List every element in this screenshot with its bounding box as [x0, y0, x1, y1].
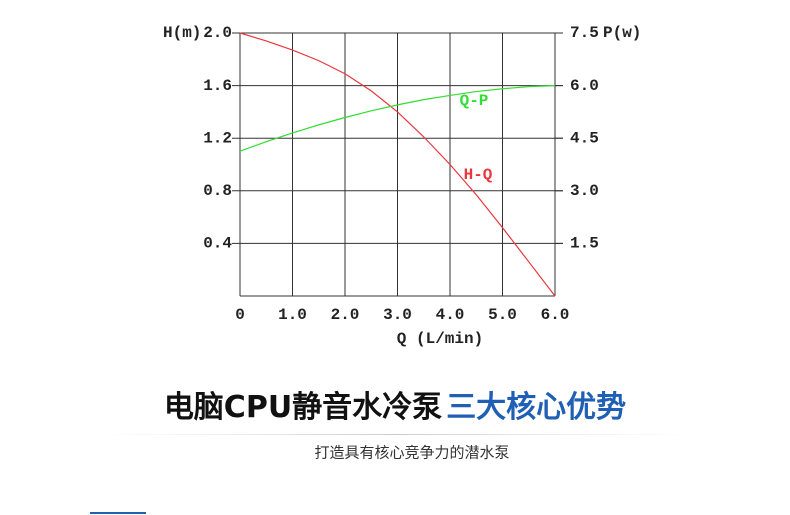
- y-tick-label: 0.4: [203, 235, 232, 253]
- y-tick-label: 1.2: [203, 129, 232, 147]
- x-tick-label: 0: [235, 306, 245, 324]
- series-label: H-Q: [464, 166, 493, 184]
- divider: [100, 434, 690, 435]
- y2-tick-label: 6.0: [570, 77, 599, 95]
- y2-tick-label: 3.0: [570, 182, 599, 200]
- y2-axis-title: P(w): [603, 24, 641, 42]
- chart: 0 1.0 2.0 3.0 4.0 5.0 6.0 0.4 0.8 1.2 1.6 2.0 1.5 3.0…: [163, 24, 641, 348]
- y-axis-title: H(m): [163, 24, 201, 42]
- x-tick-label: 6.0: [541, 306, 570, 324]
- y-tick-label: 0.8: [203, 182, 232, 200]
- headline-part2: 三大核心优势: [446, 390, 626, 425]
- x-tick-label: 3.0: [383, 306, 412, 324]
- accent-bar: [90, 512, 146, 514]
- headline: 电脑CPU静音水冷泵 三大核心优势: [164, 390, 626, 425]
- series-line: [239, 32, 556, 297]
- x-tick-label: 4.0: [436, 306, 465, 324]
- x-axis-title: Q (L/min): [397, 330, 483, 348]
- y2-tick-label: 1.5: [570, 235, 599, 253]
- series-line: [239, 85, 556, 152]
- y2-tick-label: 4.5: [570, 129, 599, 147]
- y-tick-label: 2.0: [203, 24, 232, 42]
- x-tick-label: 1.0: [278, 306, 307, 324]
- subtitle: 打造具有核心竞争力的潜水泵: [314, 444, 509, 462]
- headline-part1: 电脑CPU静音水冷泵: [164, 390, 442, 425]
- x-tick-label: 2.0: [331, 306, 360, 324]
- y2-tick-label: 7.5: [570, 24, 599, 42]
- x-tick-label: 5.0: [488, 306, 517, 324]
- series-label: Q-P: [460, 92, 489, 110]
- y-tick-label: 1.6: [203, 77, 232, 95]
